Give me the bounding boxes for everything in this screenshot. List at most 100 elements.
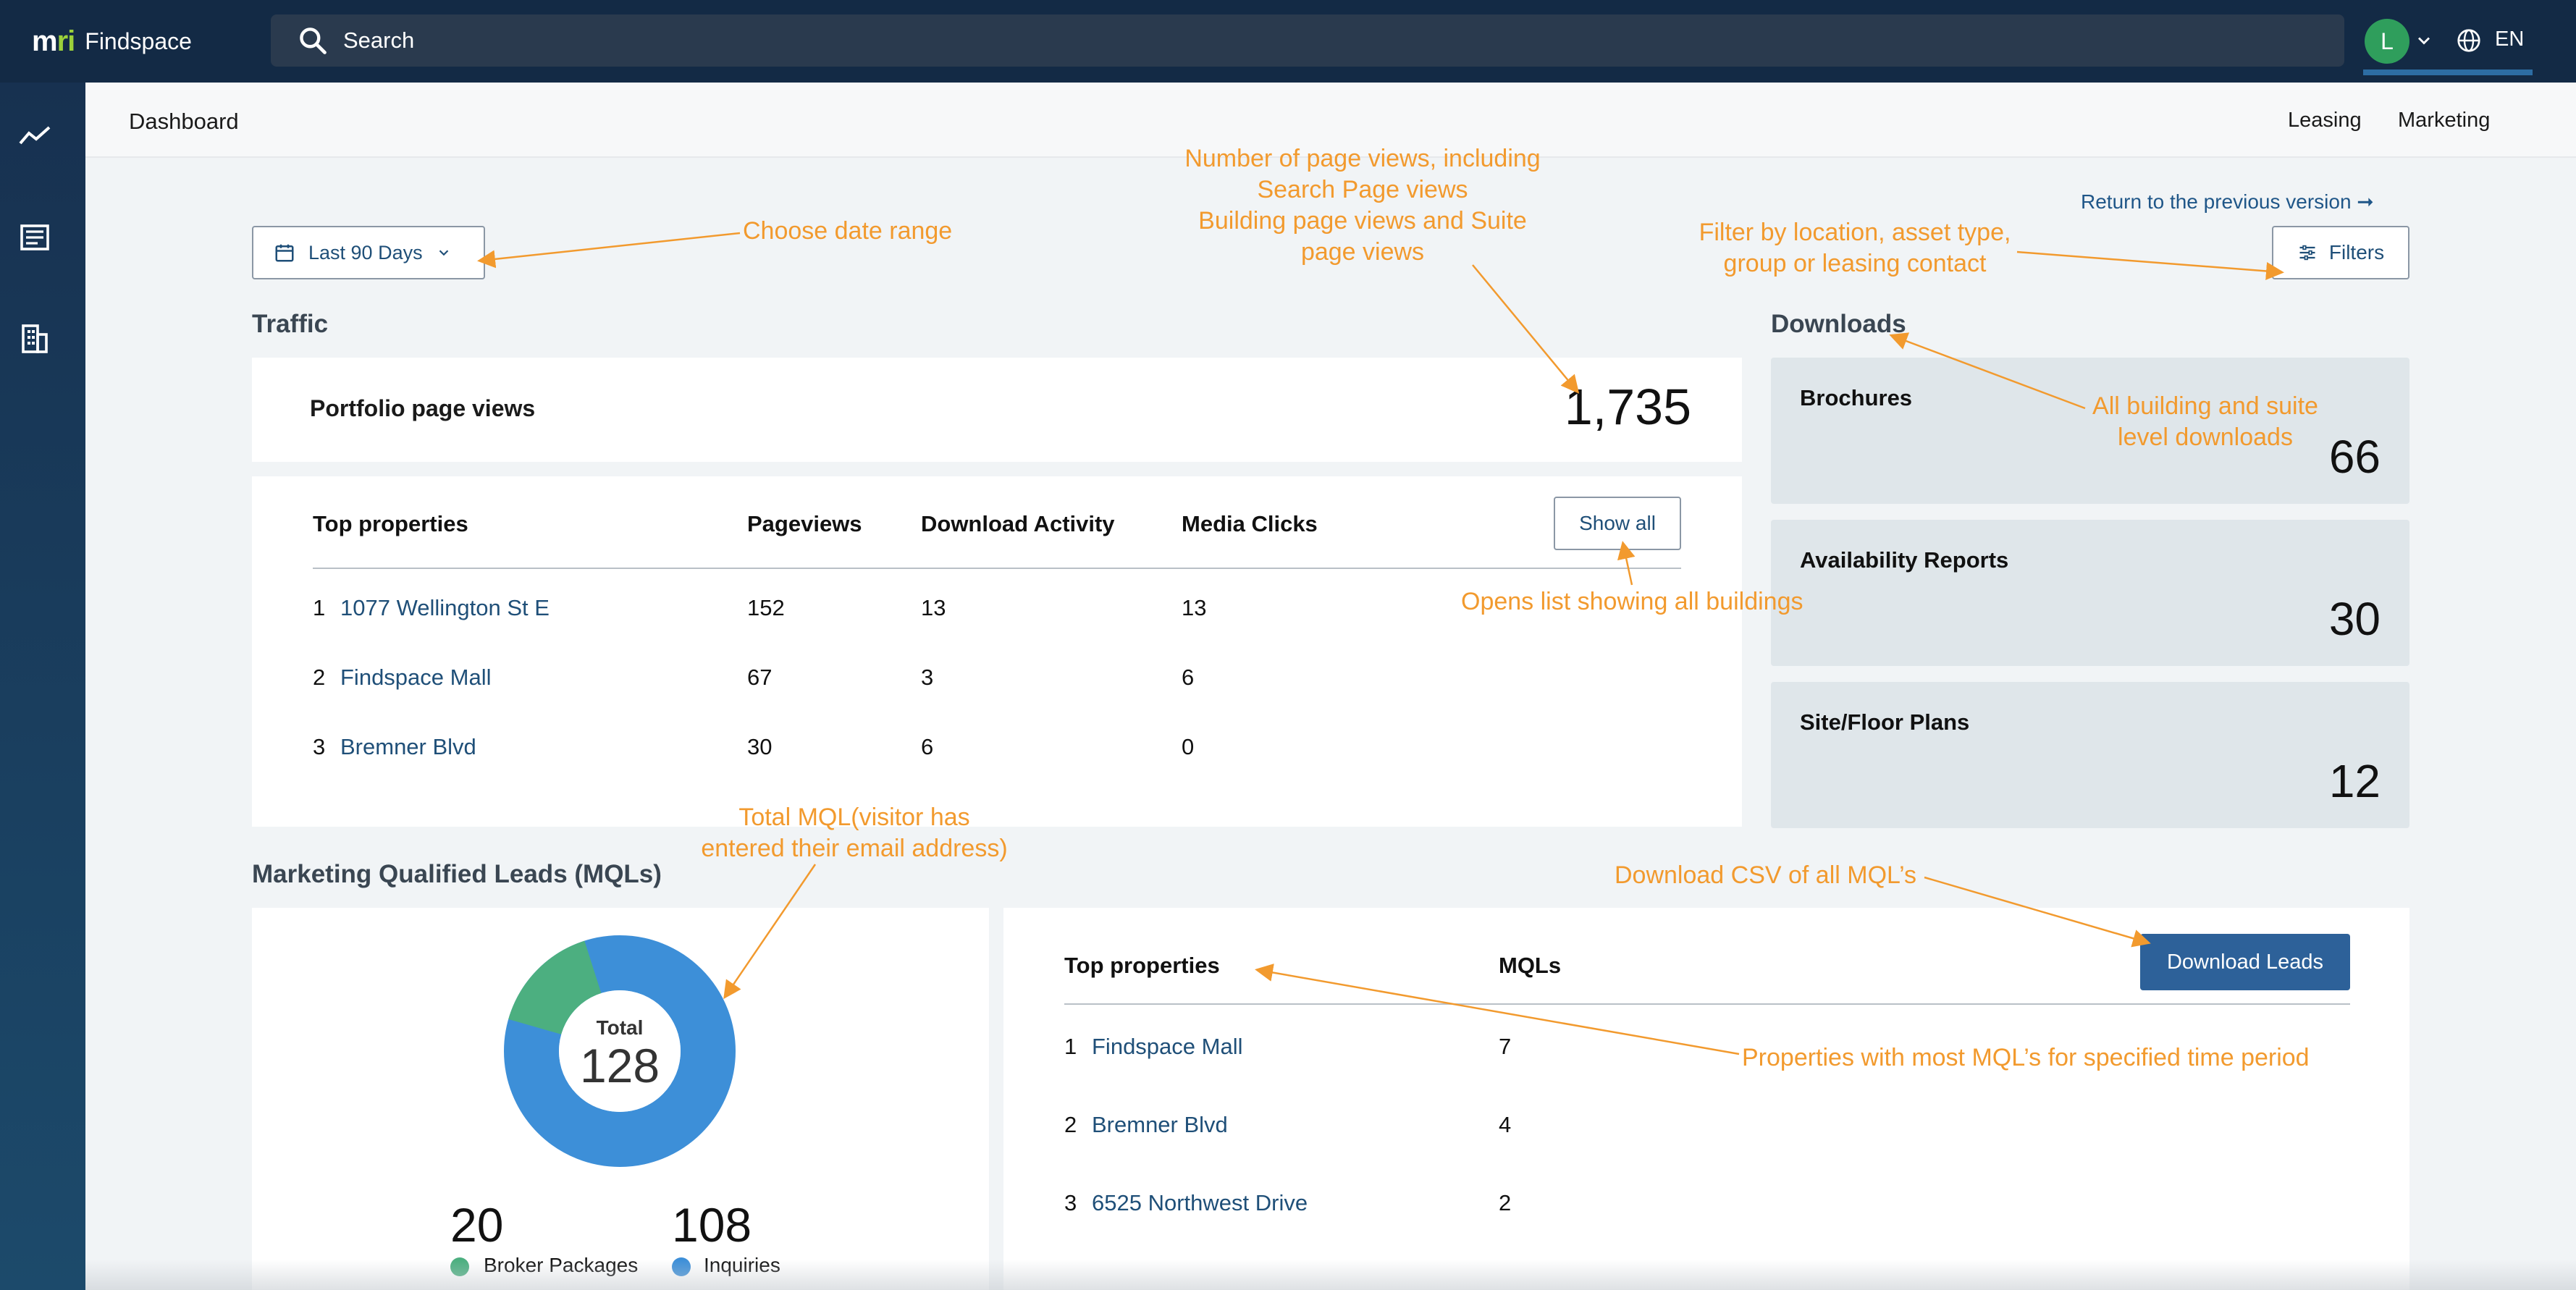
arrow-filters bbox=[2016, 250, 2284, 280]
download-leads-button[interactable]: Download Leads bbox=[2140, 934, 2350, 990]
trend-line-icon[interactable] bbox=[17, 119, 52, 153]
row-rank: 1 bbox=[313, 595, 326, 620]
annotation-show-all: Opens list showing all buildings bbox=[1461, 588, 1803, 615]
tab-marketing[interactable]: Marketing bbox=[2398, 109, 2491, 132]
mql-donut-chart bbox=[504, 935, 736, 1167]
annotation-line: page views bbox=[1300, 238, 1425, 266]
site-floor-plans-label: Site/Floor Plans bbox=[1800, 709, 1970, 735]
property-link[interactable]: Findspace Mall bbox=[1092, 1034, 1243, 1059]
active-tab-indicator bbox=[2363, 69, 2533, 75]
search-placeholder: Search bbox=[343, 28, 415, 53]
top-properties-card bbox=[252, 476, 1742, 827]
property-link[interactable]: Bremner Blvd bbox=[1092, 1112, 1228, 1137]
date-range-label: Last 90 Days bbox=[308, 241, 423, 264]
bottom-shadow bbox=[85, 1260, 2576, 1290]
mql-count: 2 bbox=[1499, 1190, 1512, 1215]
annotation-line: entered their email address) bbox=[701, 835, 1008, 862]
site-floor-plans-value: 12 bbox=[2328, 755, 2381, 807]
mqls-title: Marketing Qualified Leads (MQLs) bbox=[252, 860, 662, 888]
row-rank: 3 bbox=[1064, 1190, 1077, 1215]
search-input[interactable]: Search bbox=[271, 14, 2344, 67]
col-pageviews: Pageviews bbox=[747, 511, 862, 536]
downloads-value: 6 bbox=[921, 734, 934, 759]
filters-button[interactable]: Filters bbox=[2272, 226, 2409, 279]
portfolio-views-card: Portfolio page views 1,735 bbox=[252, 358, 1742, 462]
annotation-top-mql: Properties with most MQL’s for specified… bbox=[1742, 1044, 2310, 1071]
col-top-properties: Top properties bbox=[313, 511, 468, 536]
page-title: Dashboard bbox=[129, 109, 239, 134]
media-clicks-value: 6 bbox=[1182, 665, 1195, 690]
availability-reports-value: 30 bbox=[2328, 593, 2381, 645]
tab-leasing[interactable]: Leasing bbox=[2288, 109, 2362, 132]
calendar-icon bbox=[275, 244, 294, 262]
annotation-date-range: Choose date range bbox=[743, 217, 953, 245]
sidebar bbox=[0, 83, 85, 1290]
property-link[interactable]: Findspace Mall bbox=[340, 665, 492, 690]
media-clicks-value: 0 bbox=[1182, 734, 1195, 759]
donut-segment-inquiries bbox=[504, 935, 736, 1167]
chevron-down-icon[interactable] bbox=[2414, 30, 2434, 51]
annotation-line: group or leasing contact bbox=[1723, 250, 1987, 277]
brochures-value: 66 bbox=[2328, 431, 2381, 483]
brochures-label: Brochures bbox=[1800, 385, 1913, 410]
app-logo[interactable]: mri Findspace bbox=[32, 25, 192, 58]
sub-header: Dashboard Leasing Marketing bbox=[85, 83, 2576, 158]
media-clicks-value: 13 bbox=[1182, 595, 1207, 620]
mql-count: 4 bbox=[1499, 1112, 1512, 1137]
col-download-activity: Download Activity bbox=[921, 511, 1115, 536]
property-link[interactable]: 1077 Wellington St E bbox=[340, 595, 550, 620]
downloads-value: 3 bbox=[921, 665, 934, 690]
broker-packages-value: 20 bbox=[450, 1198, 504, 1252]
row-rank: 3 bbox=[313, 734, 326, 759]
annotation-filters: Filter by location, asset type, group or… bbox=[1670, 217, 2040, 279]
annotation-line: Number of page views, including bbox=[1184, 145, 1541, 172]
chevron-down-icon bbox=[439, 250, 448, 256]
language-selector[interactable]: EN bbox=[2495, 28, 2525, 51]
availability-reports-label: Availability Reports bbox=[1800, 547, 2009, 573]
annotation-downloads: All building and suite level downloads bbox=[2071, 391, 2340, 453]
donut-total-value: 128 bbox=[579, 1039, 660, 1092]
portfolio-views-label: Portfolio page views bbox=[310, 395, 536, 421]
annotation-line: Building page views and Suite bbox=[1198, 207, 1527, 235]
annotation-line: Total MQL(visitor has bbox=[738, 804, 970, 831]
globe-icon[interactable] bbox=[2456, 28, 2482, 54]
site-floor-plans-card: Site/Floor Plans 12 bbox=[1771, 682, 2409, 828]
mri-logo: mri bbox=[32, 25, 75, 57]
annotation-total-mql: Total MQL(visitor has entered their emai… bbox=[686, 802, 1022, 864]
show-all-button[interactable]: Show all bbox=[1554, 497, 1681, 550]
col-media-clicks: Media Clicks bbox=[1182, 511, 1318, 536]
pageviews-value: 67 bbox=[747, 665, 773, 690]
annotation-download-csv: Download CSV of all MQL’s bbox=[1615, 861, 1917, 889]
property-link[interactable]: Bremner Blvd bbox=[340, 734, 476, 759]
app-name: Findspace bbox=[85, 28, 192, 54]
row-rank: 2 bbox=[1064, 1112, 1077, 1137]
filters-label: Filters bbox=[2328, 241, 2385, 264]
annotation-line: Filter by location, asset type, bbox=[1699, 219, 2011, 246]
pageviews-value: 152 bbox=[747, 595, 785, 620]
portfolio-views-value: 1,735 bbox=[1564, 379, 1691, 435]
annotation-line: All building and suite bbox=[2092, 392, 2318, 420]
top-bar: mri Findspace Search L EN bbox=[0, 0, 2576, 83]
annotation-page-views: Number of page views, including Search P… bbox=[1158, 143, 1567, 268]
newspaper-icon[interactable] bbox=[17, 220, 52, 255]
building-icon[interactable] bbox=[17, 321, 52, 356]
row-rank: 1 bbox=[1064, 1034, 1077, 1059]
date-range-button[interactable]: Last 90 Days bbox=[252, 226, 485, 279]
arrow-date-range bbox=[477, 232, 741, 269]
mql-count: 7 bbox=[1499, 1034, 1512, 1059]
col-mqls: MQLs bbox=[1499, 953, 1562, 978]
return-previous-version-link[interactable]: Return to the previous version ➞ bbox=[2081, 190, 2374, 213]
table-divider bbox=[1064, 1003, 2350, 1005]
search-icon bbox=[300, 28, 327, 54]
avatar[interactable]: L bbox=[2365, 19, 2409, 64]
downloads-value: 13 bbox=[921, 595, 946, 620]
pageviews-value: 30 bbox=[747, 734, 773, 759]
inquiries-value: 108 bbox=[672, 1198, 752, 1252]
annotation-line: Search Page views bbox=[1257, 176, 1468, 203]
traffic-title: Traffic bbox=[252, 310, 329, 338]
donut-total-label: Total bbox=[596, 1016, 644, 1039]
table-divider bbox=[313, 568, 1681, 569]
annotation-line: level downloads bbox=[2118, 423, 2293, 451]
property-link[interactable]: 6525 Northwest Drive bbox=[1092, 1190, 1308, 1215]
availability-reports-card: Availability Reports 30 bbox=[1771, 520, 2409, 666]
